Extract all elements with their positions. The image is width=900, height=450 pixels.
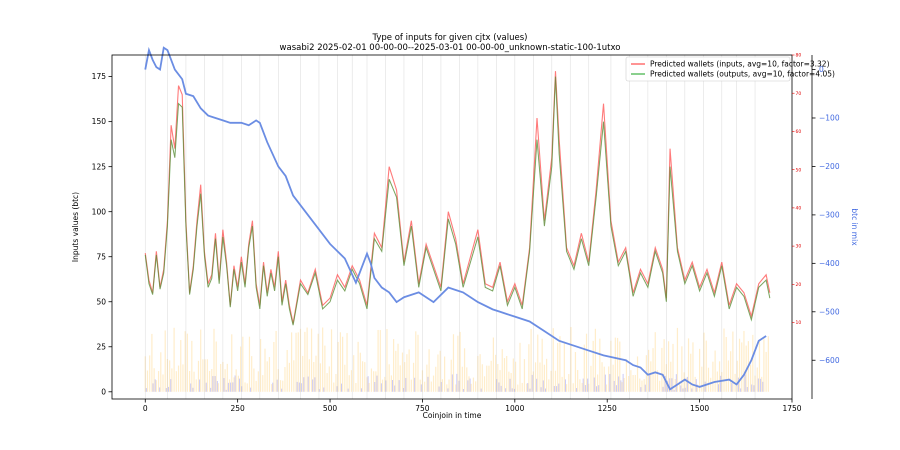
y-tick-label: 0 [101,387,106,396]
x-tick-label: 1750 [782,404,801,413]
y3-tick-label: 40 [796,205,802,211]
x-tick-label: 500 [323,404,338,413]
background-bars-layer [144,327,769,392]
legend-label-outputs: Predicted wallets (outputs, avg=10, fact… [650,70,835,79]
y-tick-label: 25 [96,342,106,351]
y2-axis-label: btc in mix [850,208,859,246]
y3-tick-label: 80 [796,53,802,59]
y3-tick-label: 20 [796,282,802,288]
y2-tick-label: −200 [819,162,840,171]
x-tick-label: 1500 [690,404,709,413]
x-axis-label: Coinjoin in time [423,411,482,420]
x-tick-label: 1250 [598,404,617,413]
x-tick-label: 250 [230,404,245,413]
y3-tick-label: 70 [796,91,802,97]
y2-tick-label: −100 [819,114,840,123]
series-btc-in-mix-line [144,46,767,391]
y2-tick-label: −600 [819,356,840,365]
y3-tick-label: 60 [796,129,802,135]
y2-tick-label: −400 [819,259,840,268]
plot-frame [111,54,793,400]
y2-tick-label: −300 [819,210,840,219]
vertical-lines-layer [144,55,756,399]
y-axis-label: Inputs values (btc) [71,192,80,262]
y-tick-label: 150 [92,117,107,126]
y-tick-label: 125 [92,162,107,171]
legend-label-inputs: Predicted wallets (inputs, avg=10, facto… [650,60,830,69]
chart-subtitle: wasabi2 2025-02-01 00-00-00--2025-03-01 … [280,43,621,53]
x-tick-label: 750 [415,404,430,413]
y2-axis-ticks: 0 −100 −200 −300 −400 −500 −600 [812,65,840,365]
y-tick-label: 75 [96,252,106,261]
series-inputs-line [144,71,771,324]
y3-tick-label: 30 [796,244,802,250]
series-layer [144,46,771,391]
y-tick-label: 175 [92,72,107,81]
x-tick-label: 0 [143,404,148,413]
y3-axis-ticks: 10 20 30 40 50 60 70 80 [792,53,802,326]
y3-tick-label: 10 [796,320,802,326]
y-tick-label: 50 [96,297,106,306]
x-axis-ticks: 0 250 500 750 1000 1250 1500 1750 [143,399,802,413]
legend: Predicted wallets (inputs, avg=10, facto… [625,56,835,82]
y3-tick-label: 50 [796,167,802,173]
chart-title: Type of inputs for given cjtx (values) [372,33,528,43]
x-tick-label: 1000 [505,404,524,413]
y-axis-ticks: 0 25 50 75 100 125 150 175 [92,72,112,396]
y-tick-label: 100 [92,207,107,216]
y2-tick-label: 0 [819,65,824,74]
y2-tick-label: −500 [819,307,840,316]
legend-box [625,56,791,82]
series-outputs-line [144,76,771,326]
series-overlap-line [144,76,771,326]
